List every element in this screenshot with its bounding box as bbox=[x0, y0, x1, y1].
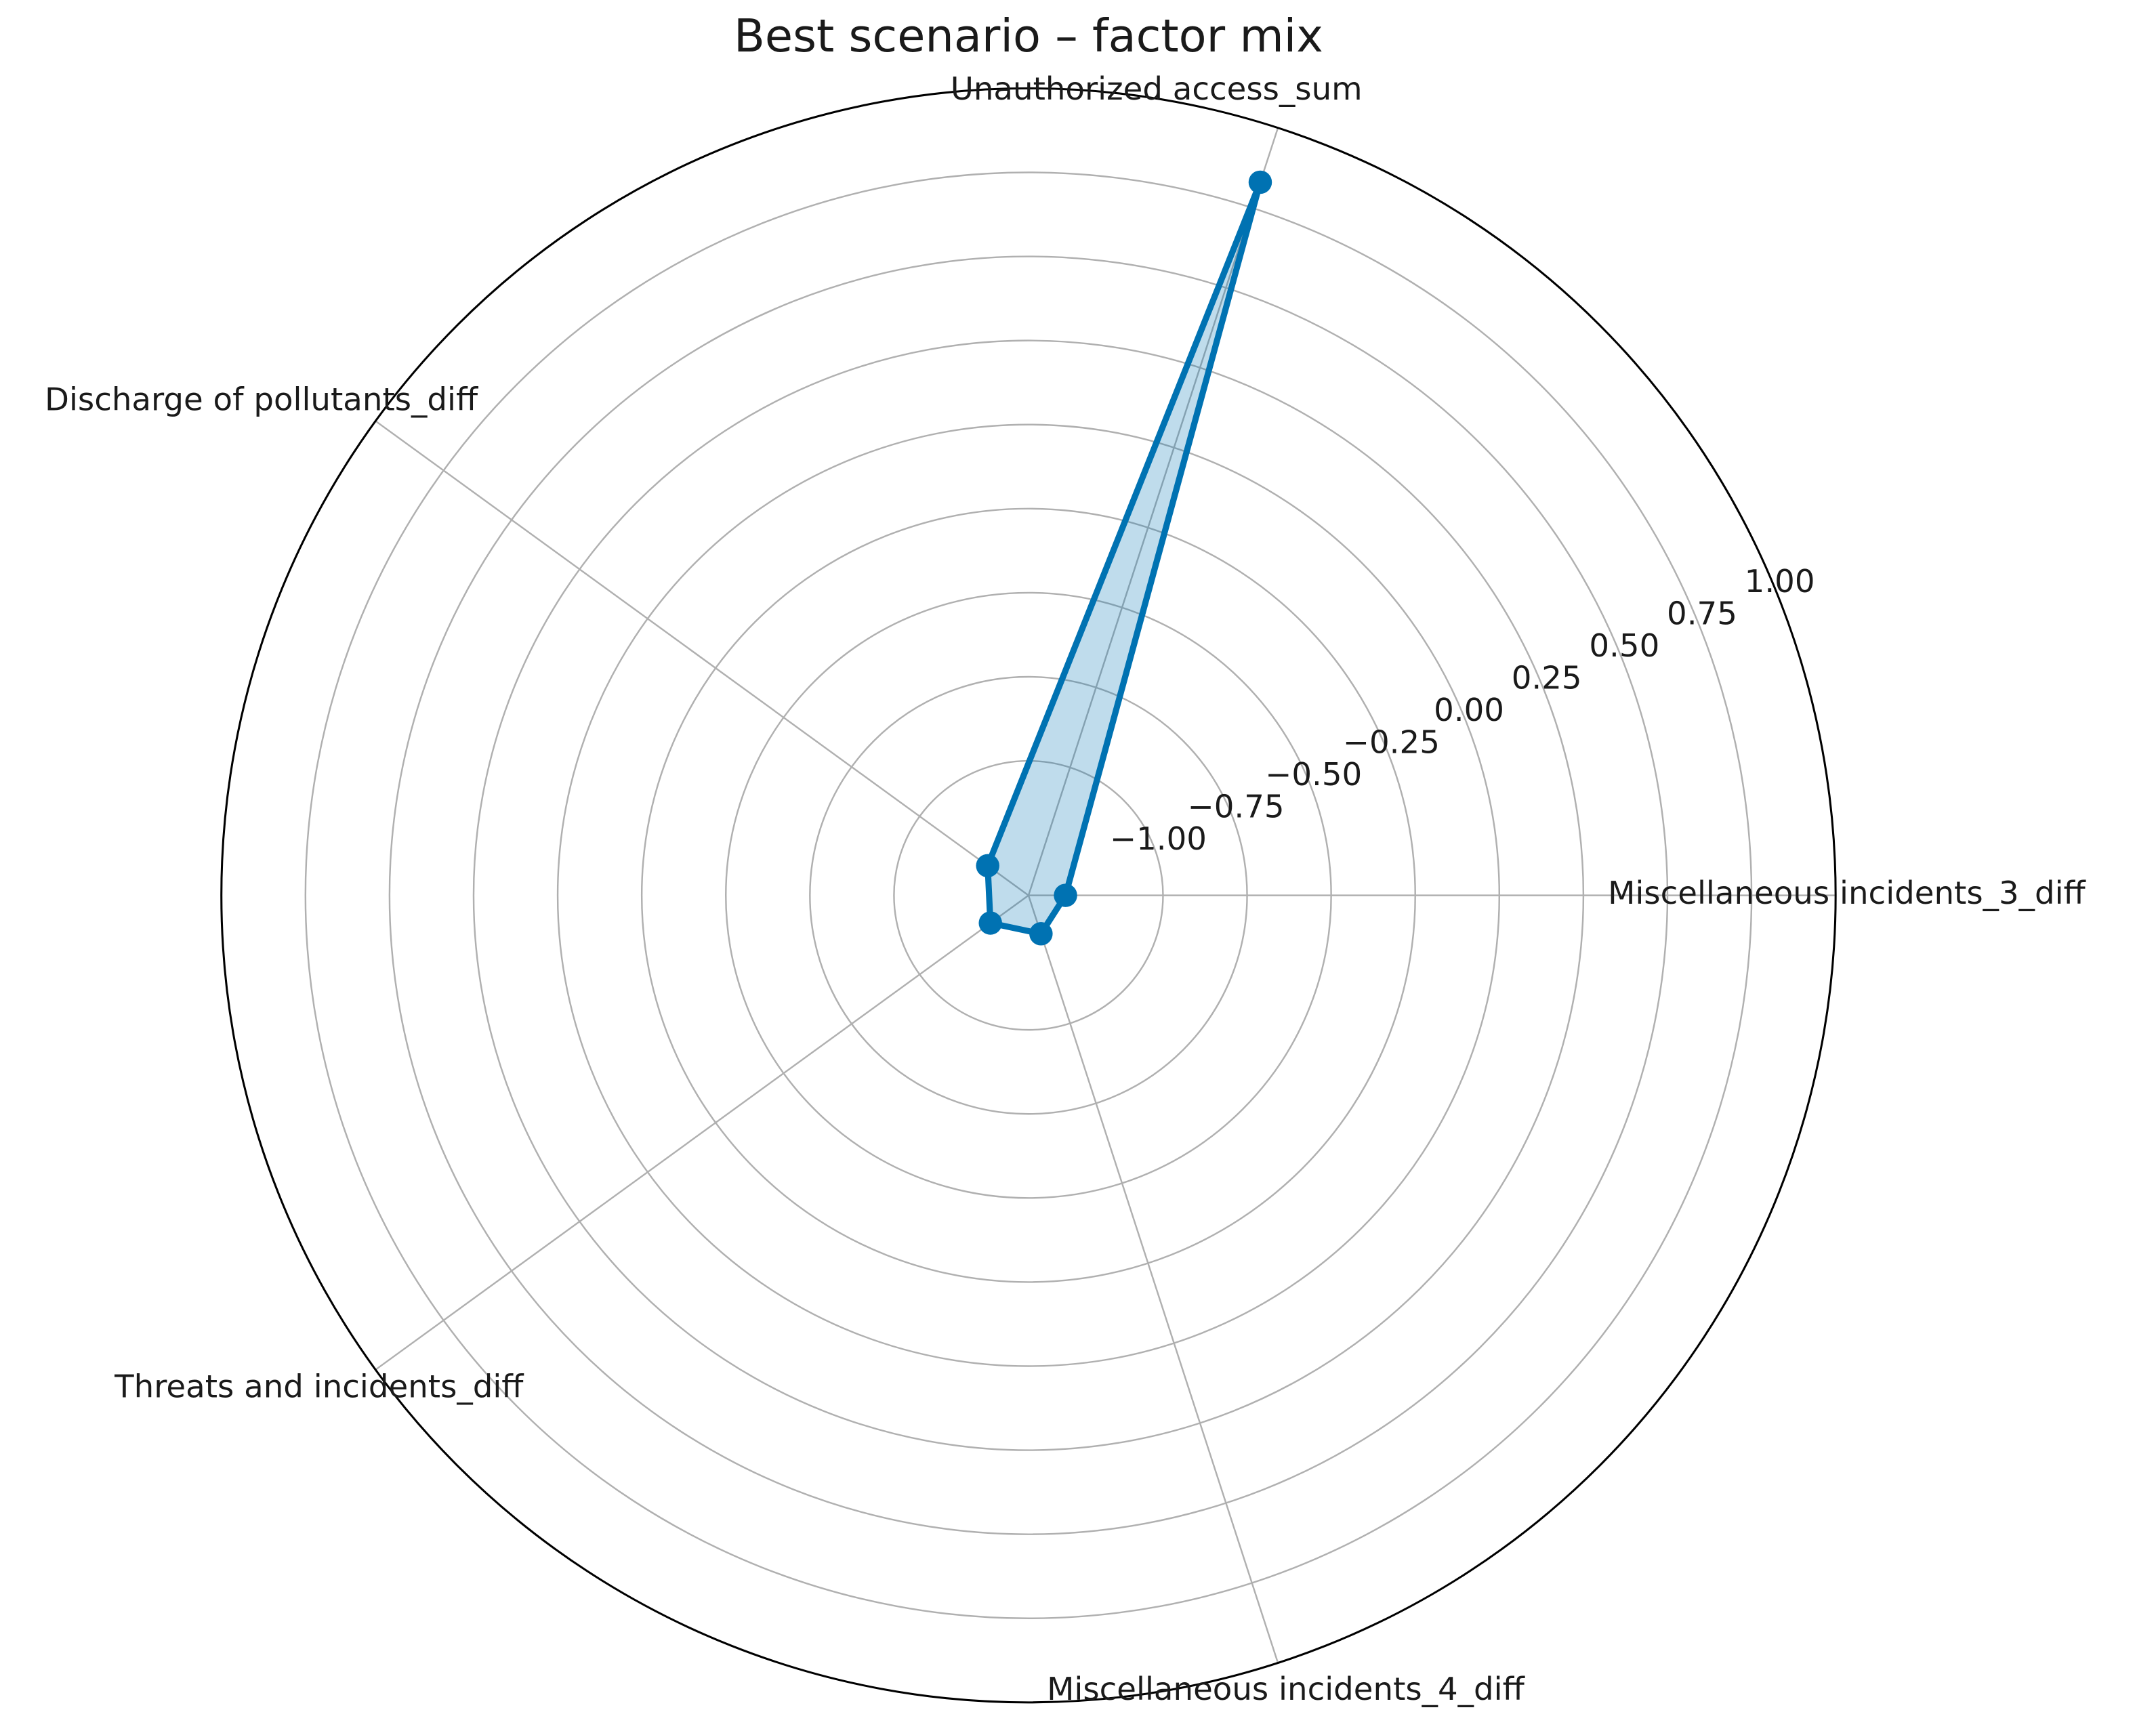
polar-spine bbox=[220, 87, 1837, 1704]
category-label: Unauthorized access_sum bbox=[951, 71, 1363, 108]
r-tick-label: −1.00 bbox=[1110, 821, 1207, 858]
category-label: Discharge of pollutants_diff bbox=[45, 382, 479, 419]
r-tick-label: −0.25 bbox=[1343, 725, 1440, 761]
spoke bbox=[1027, 127, 1279, 896]
radar-marker bbox=[976, 854, 999, 878]
spoke bbox=[375, 420, 1029, 896]
r-tick-label: −0.50 bbox=[1265, 757, 1362, 793]
spoke bbox=[375, 894, 1029, 1371]
radar-marker bbox=[1029, 922, 1053, 946]
r-tick-label: 0.50 bbox=[1589, 628, 1659, 665]
radar-marker bbox=[1248, 170, 1272, 194]
r-tick-label: −0.75 bbox=[1188, 789, 1285, 826]
radar-marker bbox=[1054, 883, 1077, 907]
category-label: Miscellaneous incidents_4_diff bbox=[1047, 1671, 1525, 1708]
category-label: Threats and incidents_diff bbox=[114, 1369, 524, 1406]
spoke bbox=[1027, 895, 1279, 1663]
r-tick-label: 0.25 bbox=[1512, 661, 1582, 697]
category-label: Miscellaneous incidents_3_diff bbox=[1608, 875, 2086, 912]
r-tick-label: 0.00 bbox=[1434, 692, 1504, 729]
radar-marker bbox=[978, 911, 1002, 935]
r-tick-label: 0.75 bbox=[1667, 596, 1737, 633]
r-tick-label: 1.00 bbox=[1745, 564, 1815, 600]
chart-title: Best scenario – factor mix bbox=[734, 9, 1323, 62]
